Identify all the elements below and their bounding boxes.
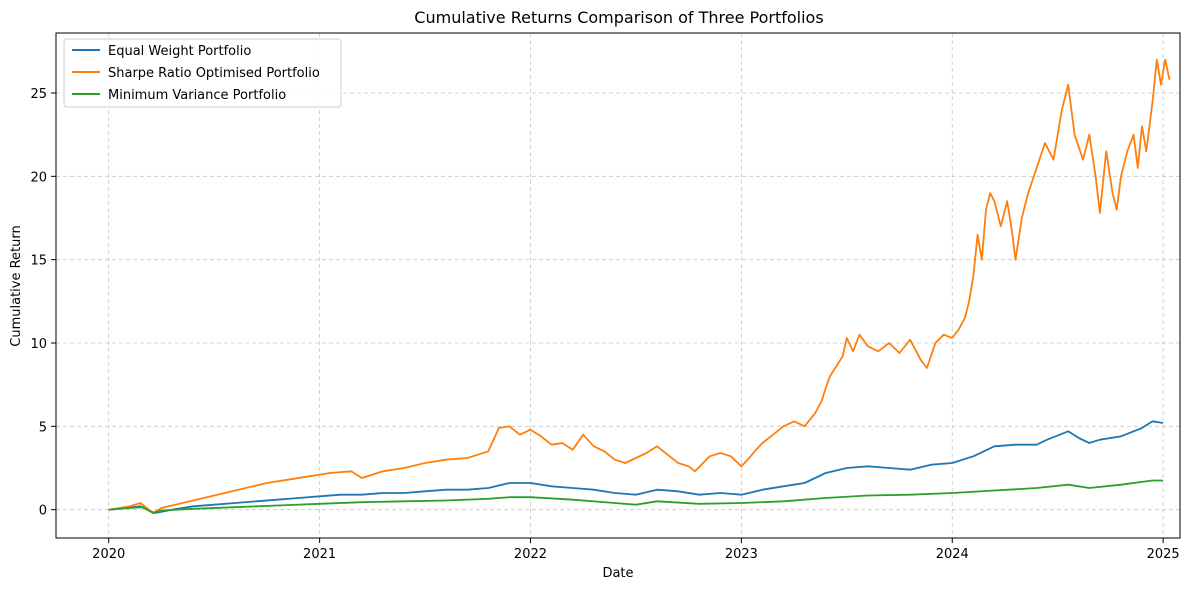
- series-line: [108, 58, 1171, 514]
- x-tick-label: 2025: [1147, 547, 1180, 562]
- legend: Equal Weight Portfolio Sharpe Ratio Optim…: [63, 38, 342, 108]
- series-line: [108, 479, 1164, 514]
- x-tick-label: 2022: [514, 547, 547, 562]
- y-tick-label: 5: [39, 420, 47, 435]
- y-tick-label: 25: [30, 87, 47, 102]
- y-tick-label: 20: [30, 170, 47, 185]
- plot-frame: [55, 32, 1181, 539]
- legend-label: Equal Weight Portfolio: [108, 44, 251, 59]
- x-tick-label: 2020: [92, 547, 125, 562]
- plot-lines: [108, 58, 1171, 514]
- y-tick-label: 0: [39, 504, 47, 519]
- grid: [56, 33, 1180, 538]
- legend-label: Sharpe Ratio Optimised Portfolio: [108, 66, 320, 81]
- x-tick-label: 2021: [303, 547, 336, 562]
- chart-title: Cumulative Returns Comparison of Three P…: [414, 8, 823, 27]
- y-axis: 0 5 10 15 20 25: [30, 87, 56, 519]
- legend-label: Minimum Variance Portfolio: [108, 88, 286, 103]
- x-tick-label: 2024: [936, 547, 969, 562]
- y-tick-label: 10: [30, 337, 47, 352]
- y-tick-label: 15: [30, 254, 47, 269]
- series-line: [108, 420, 1164, 514]
- legend-box: [63, 38, 342, 108]
- x-axis-label: Date: [602, 566, 633, 581]
- x-axis: 2020 2021 2022 2023 2024 2025: [92, 538, 1180, 562]
- x-tick-label: 2023: [725, 547, 758, 562]
- y-axis-label: Cumulative Return: [9, 225, 24, 346]
